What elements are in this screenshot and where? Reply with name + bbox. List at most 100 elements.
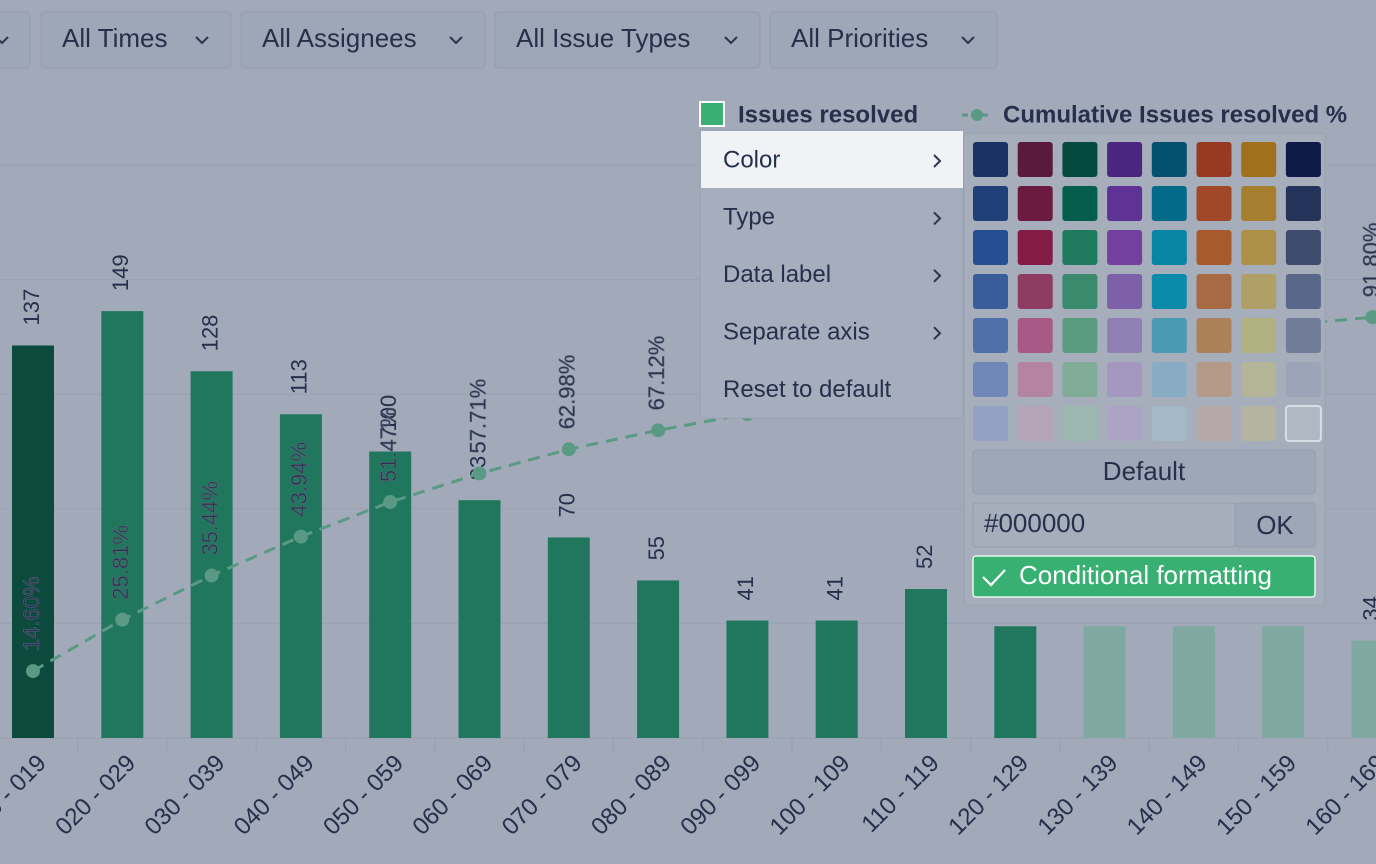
default-button[interactable] <box>972 449 1316 495</box>
color-swatch[interactable] <box>1107 186 1143 221</box>
color-swatch[interactable] <box>1107 230 1143 265</box>
filter-label: All Issue Types <box>516 23 690 53</box>
legend-swatch <box>699 101 725 127</box>
color-swatch[interactable] <box>1196 362 1232 397</box>
filter-label: All Assignees <box>262 23 417 53</box>
color-swatch[interactable] <box>1017 142 1053 177</box>
menu-item[interactable]: Separate axis <box>723 319 942 346</box>
color-swatch[interactable] <box>1241 186 1277 221</box>
color-swatch[interactable] <box>1285 186 1321 221</box>
menu-item[interactable]: Reset to default <box>723 376 891 403</box>
filter-label: All Priorities <box>791 23 928 53</box>
color-swatch[interactable] <box>973 318 1008 353</box>
color-swatch[interactable] <box>1107 142 1143 177</box>
color-swatch[interactable] <box>1241 274 1277 309</box>
color-swatch[interactable] <box>973 362 1008 397</box>
filter-dropdown[interactable]: All Assignees <box>240 11 486 69</box>
color-swatch[interactable] <box>973 274 1008 309</box>
bar <box>994 626 1037 738</box>
color-swatch[interactable] <box>973 186 1008 221</box>
color-swatch[interactable] <box>973 230 1008 265</box>
bar <box>905 589 947 738</box>
color-swatch[interactable] <box>1107 274 1143 309</box>
color-swatch[interactable] <box>1241 142 1277 177</box>
filter-dropdown[interactable]: All Priorities <box>769 11 998 69</box>
bar-value-label: 100 <box>376 395 401 432</box>
color-swatch[interactable] <box>1017 274 1053 309</box>
color-swatch[interactable] <box>1062 362 1098 397</box>
line-value-label: 35.44% <box>197 481 222 556</box>
color-swatch[interactable] <box>1196 274 1232 309</box>
filter-dropdown[interactable]: All Issue Types <box>494 11 761 69</box>
conditional-formatting-button <box>972 555 1316 598</box>
color-swatch[interactable] <box>1062 230 1098 265</box>
color-swatch[interactable] <box>1285 318 1321 353</box>
color-swatch[interactable] <box>1151 186 1187 221</box>
color-swatch[interactable] <box>1062 274 1098 309</box>
menu-item[interactable]: Type <box>723 204 942 231</box>
color-swatch[interactable] <box>1017 318 1053 353</box>
color-swatch[interactable] <box>1107 318 1143 353</box>
line-point <box>561 442 576 457</box>
bar-value-label: 55 <box>644 536 669 560</box>
color-swatch[interactable] <box>1151 406 1187 441</box>
color-swatch[interactable] <box>1241 406 1277 441</box>
bar-value-label: 41 <box>733 576 758 600</box>
color-swatch[interactable] <box>1062 186 1098 221</box>
bar <box>12 345 54 738</box>
color-picker: Default #000000 OK Conditional formatting <box>963 132 1326 606</box>
color-swatch[interactable] <box>1017 406 1053 441</box>
color-swatch[interactable] <box>1151 142 1187 177</box>
line-value-label: 43.94% <box>287 442 312 517</box>
filter-button[interactable] <box>40 11 232 69</box>
color-swatch[interactable] <box>1284 405 1322 442</box>
menu-item[interactable]: Color <box>701 131 963 188</box>
color-swatch[interactable] <box>973 142 1008 177</box>
color-swatch[interactable] <box>1285 142 1321 177</box>
color-swatch[interactable] <box>1017 362 1053 397</box>
color-swatch[interactable] <box>1196 318 1232 353</box>
menu-item[interactable]: Data label <box>723 261 942 288</box>
chevron-icon <box>0 36 9 45</box>
color-swatch[interactable] <box>1017 186 1053 221</box>
filter-button[interactable] <box>240 11 486 69</box>
color-swatch[interactable] <box>1196 142 1232 177</box>
color-swatch[interactable] <box>1241 230 1277 265</box>
conditional-formatting-toggle[interactable]: Conditional formatting <box>972 555 1316 598</box>
color-swatch[interactable] <box>1151 230 1187 265</box>
line-value-label: 67.12% <box>644 336 669 411</box>
ok-button[interactable] <box>1234 502 1316 548</box>
bar-value-label: 128 <box>197 315 222 352</box>
filter-button[interactable] <box>0 11 31 69</box>
color-swatch[interactable] <box>1151 362 1187 397</box>
color-swatch[interactable] <box>1285 230 1321 265</box>
color-swatch[interactable] <box>1241 362 1277 397</box>
filter-button[interactable] <box>769 11 998 69</box>
line-point <box>651 423 666 438</box>
menu-item-label: Reset to default <box>723 376 891 403</box>
color-swatch[interactable] <box>1062 318 1098 353</box>
color-swatch[interactable] <box>1285 274 1321 309</box>
color-swatch[interactable] <box>1151 318 1187 353</box>
menu-item-label: Data label <box>723 261 831 288</box>
color-swatch[interactable] <box>1107 406 1143 441</box>
bar <box>547 537 590 738</box>
color-swatch[interactable] <box>1017 230 1053 265</box>
color-swatch[interactable] <box>973 406 1008 441</box>
legend-label[interactable]: Cumulative Issues resolved % <box>1003 101 1347 128</box>
color-swatch[interactable] <box>1062 142 1098 177</box>
color-swatch[interactable] <box>1107 362 1143 397</box>
color-swatch[interactable] <box>1062 406 1098 441</box>
bar <box>369 451 412 738</box>
color-swatch[interactable] <box>1151 274 1187 309</box>
color-swatch[interactable] <box>1285 362 1321 397</box>
color-swatch[interactable] <box>1241 318 1277 353</box>
color-swatch[interactable] <box>1196 186 1232 221</box>
color-swatch[interactable] <box>1196 406 1232 441</box>
color-swatch[interactable] <box>1196 230 1232 265</box>
filter-dropdown[interactable]: All Times <box>40 11 232 69</box>
filter-button[interactable] <box>494 11 761 69</box>
legend-label[interactable]: Issues resolved <box>738 101 918 128</box>
chevron-icon <box>961 36 975 45</box>
